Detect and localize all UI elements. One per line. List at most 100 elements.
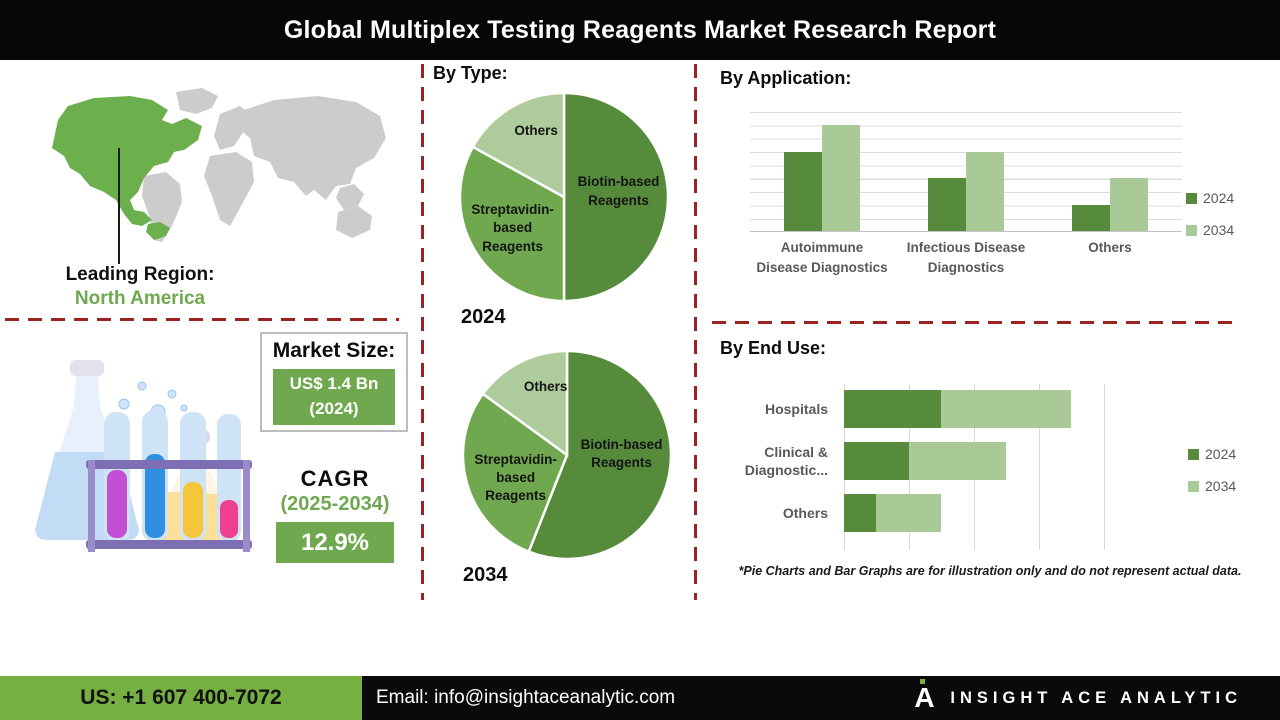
logo-green-dot bbox=[920, 679, 926, 684]
pie-chart-2034: Biotin-based Reagents Streptavidin-based… bbox=[460, 348, 674, 562]
pie-chart-2024: Biotin-based Reagents Streptavidin-based… bbox=[457, 90, 671, 304]
application-legend: 2024 2034 bbox=[1186, 190, 1234, 238]
segment-2034 bbox=[876, 494, 942, 532]
segment-2034 bbox=[941, 390, 1072, 428]
footer-bar: US: +1 607 400-7072 Email: info@insighta… bbox=[0, 676, 1280, 720]
legend-swatch-2034 bbox=[1188, 480, 1199, 492]
by-application-section: By Application: Autoimmune Disease Diagn… bbox=[710, 62, 1280, 320]
category-label: Autoimmune Disease Diagnostics bbox=[756, 240, 888, 275]
pie-slice-label: Others bbox=[514, 123, 558, 139]
horizontal-divider bbox=[5, 318, 399, 321]
bar-2034 bbox=[1110, 178, 1148, 231]
segment-2024 bbox=[844, 442, 909, 480]
segment-2024 bbox=[844, 494, 877, 532]
legend-swatch-2024 bbox=[1186, 192, 1197, 204]
legend-label: 2024 bbox=[1203, 190, 1235, 206]
footer-phone: US: +1 607 400-7072 bbox=[0, 676, 362, 720]
application-category-labels: Autoimmune Disease Diagnostics Infectious… bbox=[750, 238, 1182, 277]
vertical-divider bbox=[694, 64, 697, 600]
gridline bbox=[1038, 384, 1040, 550]
pie-svg bbox=[458, 91, 670, 303]
leading-region-value: North America bbox=[74, 288, 206, 309]
by-end-use-section: By End Use: Hospitals Clinical & Diagnost… bbox=[710, 328, 1280, 598]
end-use-row: Clinical & Diagnostic... bbox=[710, 442, 1150, 480]
market-size-amount: US$ 1.4 Bn bbox=[289, 374, 379, 393]
end-use-track bbox=[844, 390, 1136, 428]
application-bar-chart bbox=[750, 112, 1182, 232]
pie-year-label: 2034 bbox=[463, 564, 508, 586]
flasks-svg bbox=[35, 360, 252, 552]
pie-slice bbox=[458, 145, 566, 303]
bar-2024 bbox=[928, 178, 966, 231]
vertical-divider bbox=[421, 64, 424, 600]
pie-slice-label: Streptavidin-based Reagents bbox=[474, 451, 557, 504]
pie-slice-label: Biotin-based Reagents bbox=[580, 436, 663, 470]
end-use-label: Hospitals bbox=[764, 400, 828, 417]
legend-label: 2024 bbox=[1205, 446, 1237, 462]
bar-2034 bbox=[966, 151, 1004, 231]
pie-slice bbox=[562, 91, 670, 303]
end-use-label: Clinical & Diagnostic... bbox=[744, 443, 828, 478]
by-application-title: By Application: bbox=[720, 68, 852, 88]
leading-region-label: Leading Region: bbox=[65, 264, 215, 285]
pie-slice bbox=[527, 349, 673, 561]
map-pointer-line bbox=[118, 148, 120, 264]
pie-slice-label: Streptavidin-based Reagents bbox=[471, 202, 554, 254]
cagr-value: 12.9% bbox=[276, 522, 394, 563]
legend-item: 2034 bbox=[1186, 222, 1234, 238]
market-size-box: Market Size: US$ 1.4 Bn (2024) bbox=[260, 332, 408, 432]
end-use-row: Hospitals bbox=[710, 390, 1150, 428]
lab-flasks-illustration bbox=[12, 342, 257, 577]
end-use-legend: 2024 2034 bbox=[1188, 446, 1236, 494]
pie-svg bbox=[461, 349, 673, 561]
key-players-strip: Key Players: Lumınex® BIO-RAD Seegene ME… bbox=[0, 600, 1280, 676]
bar-2024 bbox=[784, 151, 822, 231]
pie-slice-label: Others bbox=[523, 378, 568, 394]
legend-item: 2024 bbox=[1186, 190, 1234, 206]
end-use-row: Others bbox=[710, 494, 1150, 532]
chart-footnote: *Pie Charts and Bar Graphs are for illus… bbox=[738, 564, 1242, 578]
pie-slice bbox=[471, 91, 566, 200]
pie-slice bbox=[461, 392, 569, 554]
bar-2034 bbox=[822, 125, 860, 231]
insight-ace-logo-icon: A bbox=[914, 679, 938, 714]
category-label: Infectious Disease Diagnostics bbox=[906, 240, 1026, 275]
legend-label: 2034 bbox=[1203, 222, 1235, 238]
footer-brand-name: INSIGHT ACE ANALYTIC bbox=[950, 688, 1242, 707]
market-size-label: Market Size: bbox=[272, 339, 396, 362]
footer-brand: A INSIGHT ACE ANALYTIC bbox=[914, 676, 1242, 720]
world-map bbox=[48, 84, 398, 256]
segment-2024 bbox=[844, 390, 942, 428]
by-type-title: By Type: bbox=[433, 63, 508, 83]
horizontal-divider bbox=[712, 321, 1232, 324]
cagr-label: CAGR bbox=[300, 466, 370, 491]
title-bar: Global Multiplex Testing Reagents Market… bbox=[0, 0, 1280, 60]
market-size-year: (2024) bbox=[309, 398, 359, 418]
bar-2024 bbox=[1072, 204, 1110, 231]
bar-group bbox=[1038, 112, 1182, 231]
end-use-track bbox=[844, 442, 1136, 480]
legend-item: 2024 bbox=[1188, 446, 1236, 462]
category-label: Others bbox=[1088, 240, 1132, 255]
legend-item: 2034 bbox=[1188, 478, 1236, 494]
pie-slice bbox=[481, 349, 569, 458]
by-end-use-title: By End Use: bbox=[720, 338, 827, 358]
end-use-label: Others bbox=[782, 504, 828, 521]
footer-email: Email: info@insightaceanalytic.com bbox=[376, 687, 676, 708]
page-title: Global Multiplex Testing Reagents Market… bbox=[283, 15, 997, 44]
legend-swatch-2034 bbox=[1186, 224, 1197, 236]
world-map-svg bbox=[52, 88, 386, 242]
legend-swatch-2024 bbox=[1188, 448, 1199, 460]
end-use-bar-chart: Hospitals Clinical & Diagnostic... Others bbox=[710, 390, 1150, 532]
cagr-period: (2025-2034) bbox=[280, 493, 390, 515]
bar-group bbox=[750, 112, 894, 231]
gridline bbox=[1103, 384, 1105, 550]
end-use-track bbox=[844, 494, 1136, 532]
bar-group bbox=[894, 112, 1038, 231]
legend-label: 2034 bbox=[1205, 478, 1237, 494]
segment-2034 bbox=[908, 442, 1007, 480]
pie-year-label: 2024 bbox=[461, 306, 506, 328]
pie-slice-label: Biotin-based Reagents bbox=[577, 174, 660, 208]
logo-letter-a: A bbox=[914, 682, 935, 713]
